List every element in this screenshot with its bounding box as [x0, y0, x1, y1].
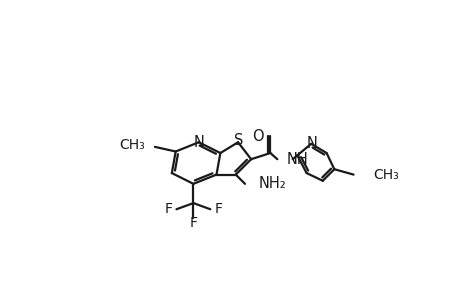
Text: N: N [306, 136, 317, 151]
Text: CH₃: CH₃ [119, 138, 145, 152]
Text: F: F [214, 202, 222, 216]
Text: NH: NH [286, 152, 308, 167]
Text: F: F [189, 216, 197, 230]
Text: N: N [193, 135, 204, 150]
Text: F: F [164, 202, 172, 216]
Text: O: O [252, 129, 263, 144]
Text: NH₂: NH₂ [258, 176, 286, 191]
Text: S: S [234, 133, 243, 148]
Text: CH₃: CH₃ [372, 168, 397, 182]
